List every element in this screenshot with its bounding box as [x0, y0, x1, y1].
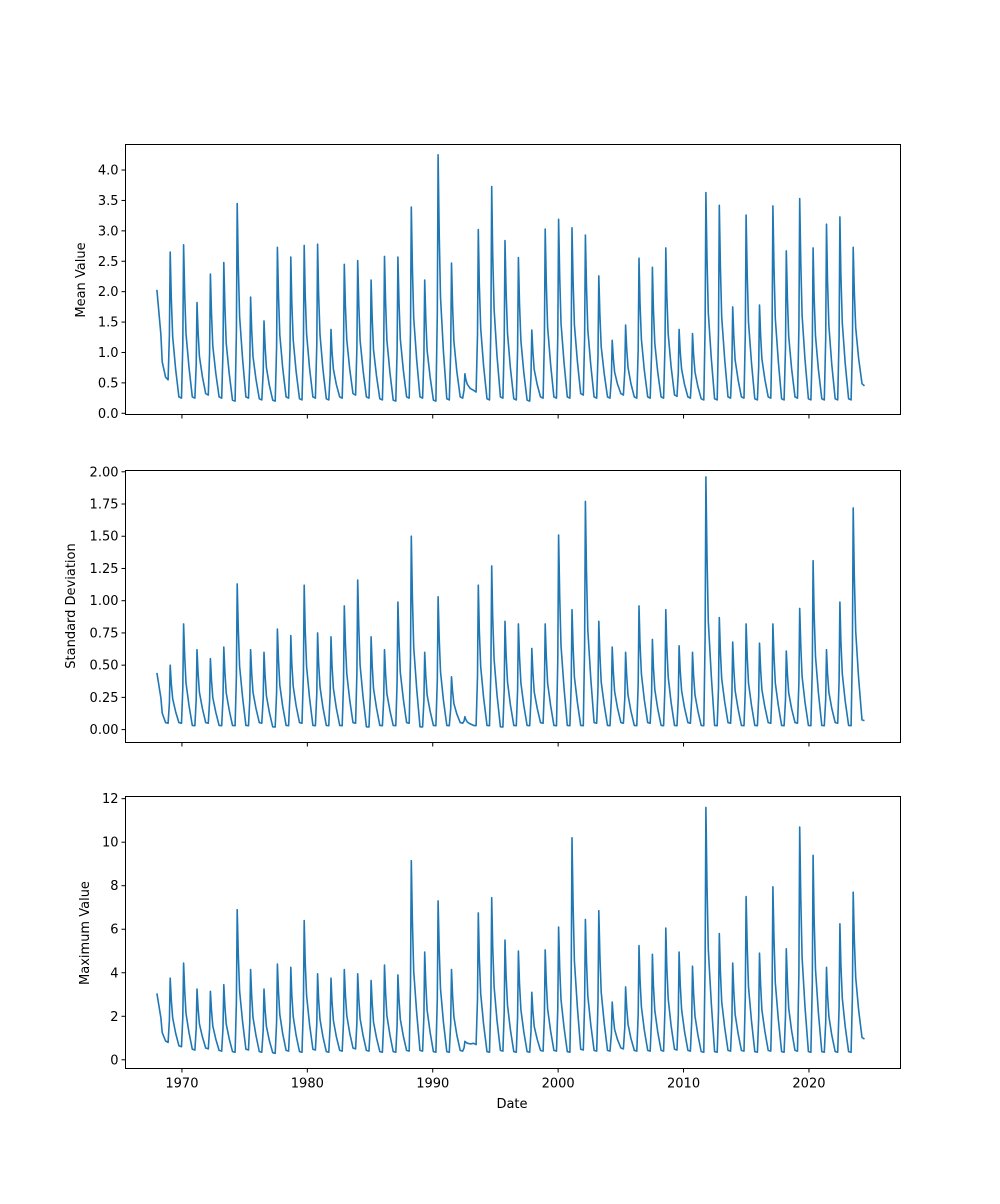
y-tick-label: 1.00: [90, 594, 119, 609]
series-line: [156, 154, 866, 402]
x-tick-label: 1970: [165, 1077, 198, 1092]
x-tick-label: 1980: [291, 1077, 324, 1092]
series-line: [156, 476, 865, 728]
y-tick-label: 2.5: [98, 255, 119, 270]
y-tick-label: 0: [110, 1053, 118, 1068]
y-tick-label: 2: [110, 1010, 118, 1025]
subplot-maximum-value: Maximum Value 0 2 4 6 8 10 12 1970 1980 1990 2000 2…: [78, 792, 901, 1092]
y-axis-label: Standard Deviation: [64, 543, 79, 668]
x-tick-label: 1990: [416, 1077, 449, 1092]
axis-ticks: 0.0 0.5 1.0 1.5 2.0 2.5 3.0 3.5 4.0: [98, 164, 810, 422]
y-tick-label: 0.5: [98, 376, 119, 391]
y-tick-label: 10: [102, 836, 119, 851]
y-tick-label: 1.0: [98, 346, 119, 361]
axis-ticks: 0 2 4 6 8 10 12 1970 1980 1990 2000 2010 2020: [102, 792, 826, 1091]
y-tick-label: 3.5: [98, 194, 119, 209]
y-tick-label: 0.25: [90, 691, 119, 706]
y-tick-label: 0.0: [98, 407, 119, 422]
plot-frame: [125, 470, 901, 743]
y-tick-label: 0.00: [90, 723, 119, 738]
y-tick-label: 4: [110, 966, 118, 981]
plot-frame: [125, 796, 901, 1069]
y-tick-label: 4.0: [98, 164, 119, 179]
y-tick-label: 2.00: [90, 465, 119, 480]
y-tick-label: 6: [110, 923, 118, 938]
y-tick-label: 3.0: [98, 224, 119, 239]
x-tick-label: 2000: [542, 1077, 575, 1092]
subplot-mean-value: Mean Value 0.0 0.5 1.0 1.5 2.0 2.5 3.0 3.5 4.0: [74, 144, 901, 422]
plot-frame: [125, 144, 901, 415]
y-tick-label: 1.25: [90, 562, 119, 577]
x-tick-label: 2020: [792, 1077, 825, 1092]
x-tick-label: 2010: [667, 1077, 700, 1092]
y-tick-label: 0.75: [90, 626, 119, 641]
series-line: [156, 806, 865, 1055]
y-axis-label: Mean Value: [74, 242, 89, 317]
y-tick-label: 1.5: [98, 316, 119, 331]
y-tick-label: 1.50: [90, 530, 119, 545]
y-axis-label: Maximum Value: [78, 881, 93, 985]
y-tick-label: 2.0: [98, 285, 119, 300]
y-tick-label: 8: [110, 879, 118, 894]
axis-ticks: 0.00 0.25 0.50 0.75 1.00 1.25 1.50 1.75 2.00: [90, 465, 810, 747]
y-tick-label: 0.50: [90, 659, 119, 674]
x-axis-label: Date: [496, 1097, 527, 1112]
subplot-standard-deviation: Standard Deviation 0.00 0.25 0.50 0.75 1.00 1…: [64, 465, 901, 747]
y-tick-label: 12: [102, 792, 119, 807]
y-tick-label: 1.75: [90, 498, 119, 513]
